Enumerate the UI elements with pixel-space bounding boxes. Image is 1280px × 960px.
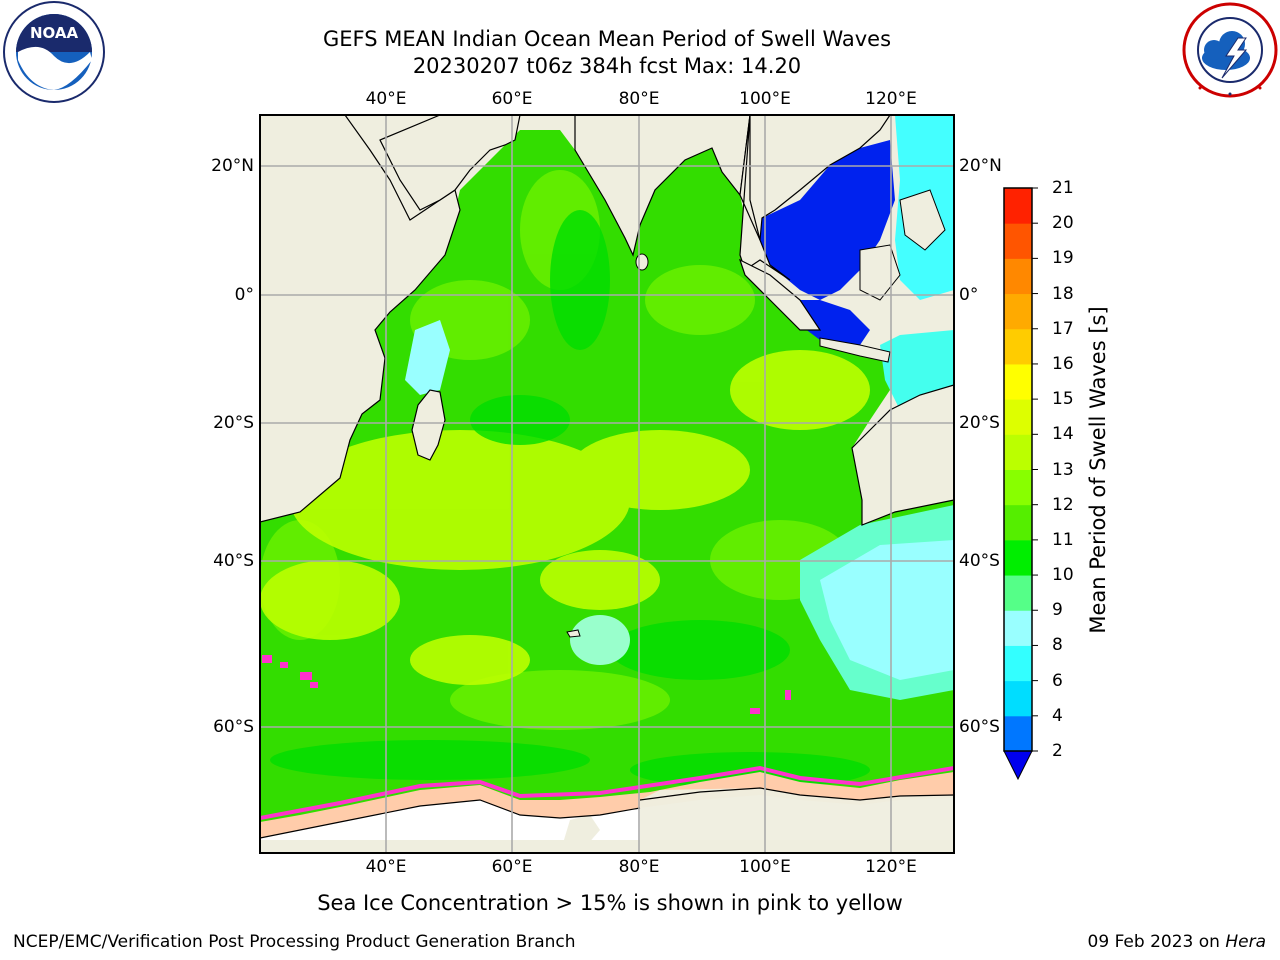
bottom-lon-label-80e: 80°E: [618, 857, 660, 877]
colorbar-swatch: [1004, 434, 1032, 470]
colorbar-swatch: [1004, 715, 1032, 752]
colorbar-tick-label: 16: [1052, 353, 1074, 374]
top-lon-label-120e: 120°E: [865, 89, 917, 109]
left-lat-label-20n: 20°N: [211, 156, 254, 176]
colorbar-tick-label: 17: [1052, 318, 1074, 339]
colorbar-swatch: [1004, 223, 1032, 259]
colorbar-swatch: [1004, 328, 1032, 365]
right-lat-label-0: 0°: [959, 285, 979, 305]
colorbar-swatch: [1004, 645, 1032, 682]
colorbar-swatch: [1004, 469, 1032, 506]
bottom-lon-label-40e: 40°E: [365, 857, 407, 877]
colorbar-frame: [1003, 187, 1033, 752]
bottom-lon-label-60e: 60°E: [491, 857, 533, 877]
colorbar-tick-label: 15: [1052, 389, 1074, 410]
colorbar-tick-label: 6: [1052, 670, 1063, 691]
colorbar-tick-label: 4: [1052, 705, 1063, 726]
colorbar-tick-label: 13: [1052, 459, 1074, 480]
nws-logo: [1182, 2, 1278, 98]
bottom-lon-label-120e: 120°E: [865, 857, 917, 877]
right-lat-label-40s: 40°S: [959, 551, 1000, 571]
colorbar-tick-label: 10: [1052, 565, 1074, 586]
colorbar-tick-label: 18: [1052, 283, 1074, 304]
top-lon-label-100e: 100°E: [739, 89, 791, 109]
bottom-lon-label-100e: 100°E: [739, 857, 791, 877]
chart-title: GEFS MEAN Indian Ocean Mean Period of Sw…: [322, 27, 892, 51]
colorbar-tick-label: 12: [1052, 494, 1074, 515]
colorbar-tick-label: 20: [1052, 213, 1074, 234]
footer-host: Hera: [1225, 932, 1266, 952]
colorbar-tick-label: 19: [1052, 248, 1074, 269]
colorbar-swatch: [1004, 258, 1032, 295]
colorbar-swatch: [1004, 610, 1032, 646]
noaa-logo-text: NOAA: [30, 24, 79, 42]
right-lat-label-60s: 60°S: [959, 717, 1000, 737]
colorbar-tick-label: 21: [1052, 178, 1074, 198]
left-lat-label-20s: 20°S: [213, 413, 254, 433]
colorbar-tick-label: 8: [1052, 635, 1063, 656]
right-lat-label-20n: 20°N: [959, 156, 1002, 176]
noaa-logo: NOAA: [3, 1, 105, 103]
left-lat-label-40s: 40°S: [213, 551, 254, 571]
colorbar-swatch: [1004, 363, 1032, 400]
footer-date-text: 09 Feb 2023 on: [1087, 932, 1220, 952]
colorbar-swatch: [1004, 504, 1032, 541]
colorbar-extend-arrow: [1003, 750, 1033, 781]
colorbar: [1003, 187, 1038, 781]
top-lon-label-40e: 40°E: [365, 89, 407, 109]
right-lat-label-20s: 20°S: [959, 413, 1000, 433]
colorbar-tick-label: 2: [1052, 741, 1063, 761]
colorbar-tick-label: 14: [1052, 424, 1074, 445]
footer-credit: NCEP/EMC/Verification Post Processing Pr…: [13, 932, 576, 952]
chart-subtitle: 20230207 t06z 384h fcst Max: 14.20: [412, 54, 802, 78]
colorbar-swatch: [1004, 575, 1032, 611]
top-lon-label-80e: 80°E: [618, 89, 660, 109]
left-lat-label-0: 0°: [234, 285, 254, 305]
colorbar-swatch: [1004, 680, 1032, 717]
top-lon-label-60e: 60°E: [491, 89, 533, 109]
left-lat-label-60s: 60°S: [213, 717, 254, 737]
colorbar-tick-label: 9: [1052, 600, 1063, 621]
footer-date: 09 Feb 2023 on Hera: [1088, 932, 1266, 952]
grid-lines: [260, 115, 954, 853]
sea-ice-note: Sea Ice Concentration > 15% is shown in …: [317, 891, 903, 915]
colorbar-title: Mean Period of Swell Waves [s]: [1086, 306, 1110, 634]
colorbar-swatch: [1004, 293, 1032, 330]
colorbar-swatch: [1004, 188, 1032, 224]
colorbar-swatch: [1004, 539, 1032, 576]
colorbar-tick-label: 11: [1052, 529, 1074, 550]
colorbar-swatch: [1004, 399, 1032, 435]
map-frame: [259, 114, 955, 854]
